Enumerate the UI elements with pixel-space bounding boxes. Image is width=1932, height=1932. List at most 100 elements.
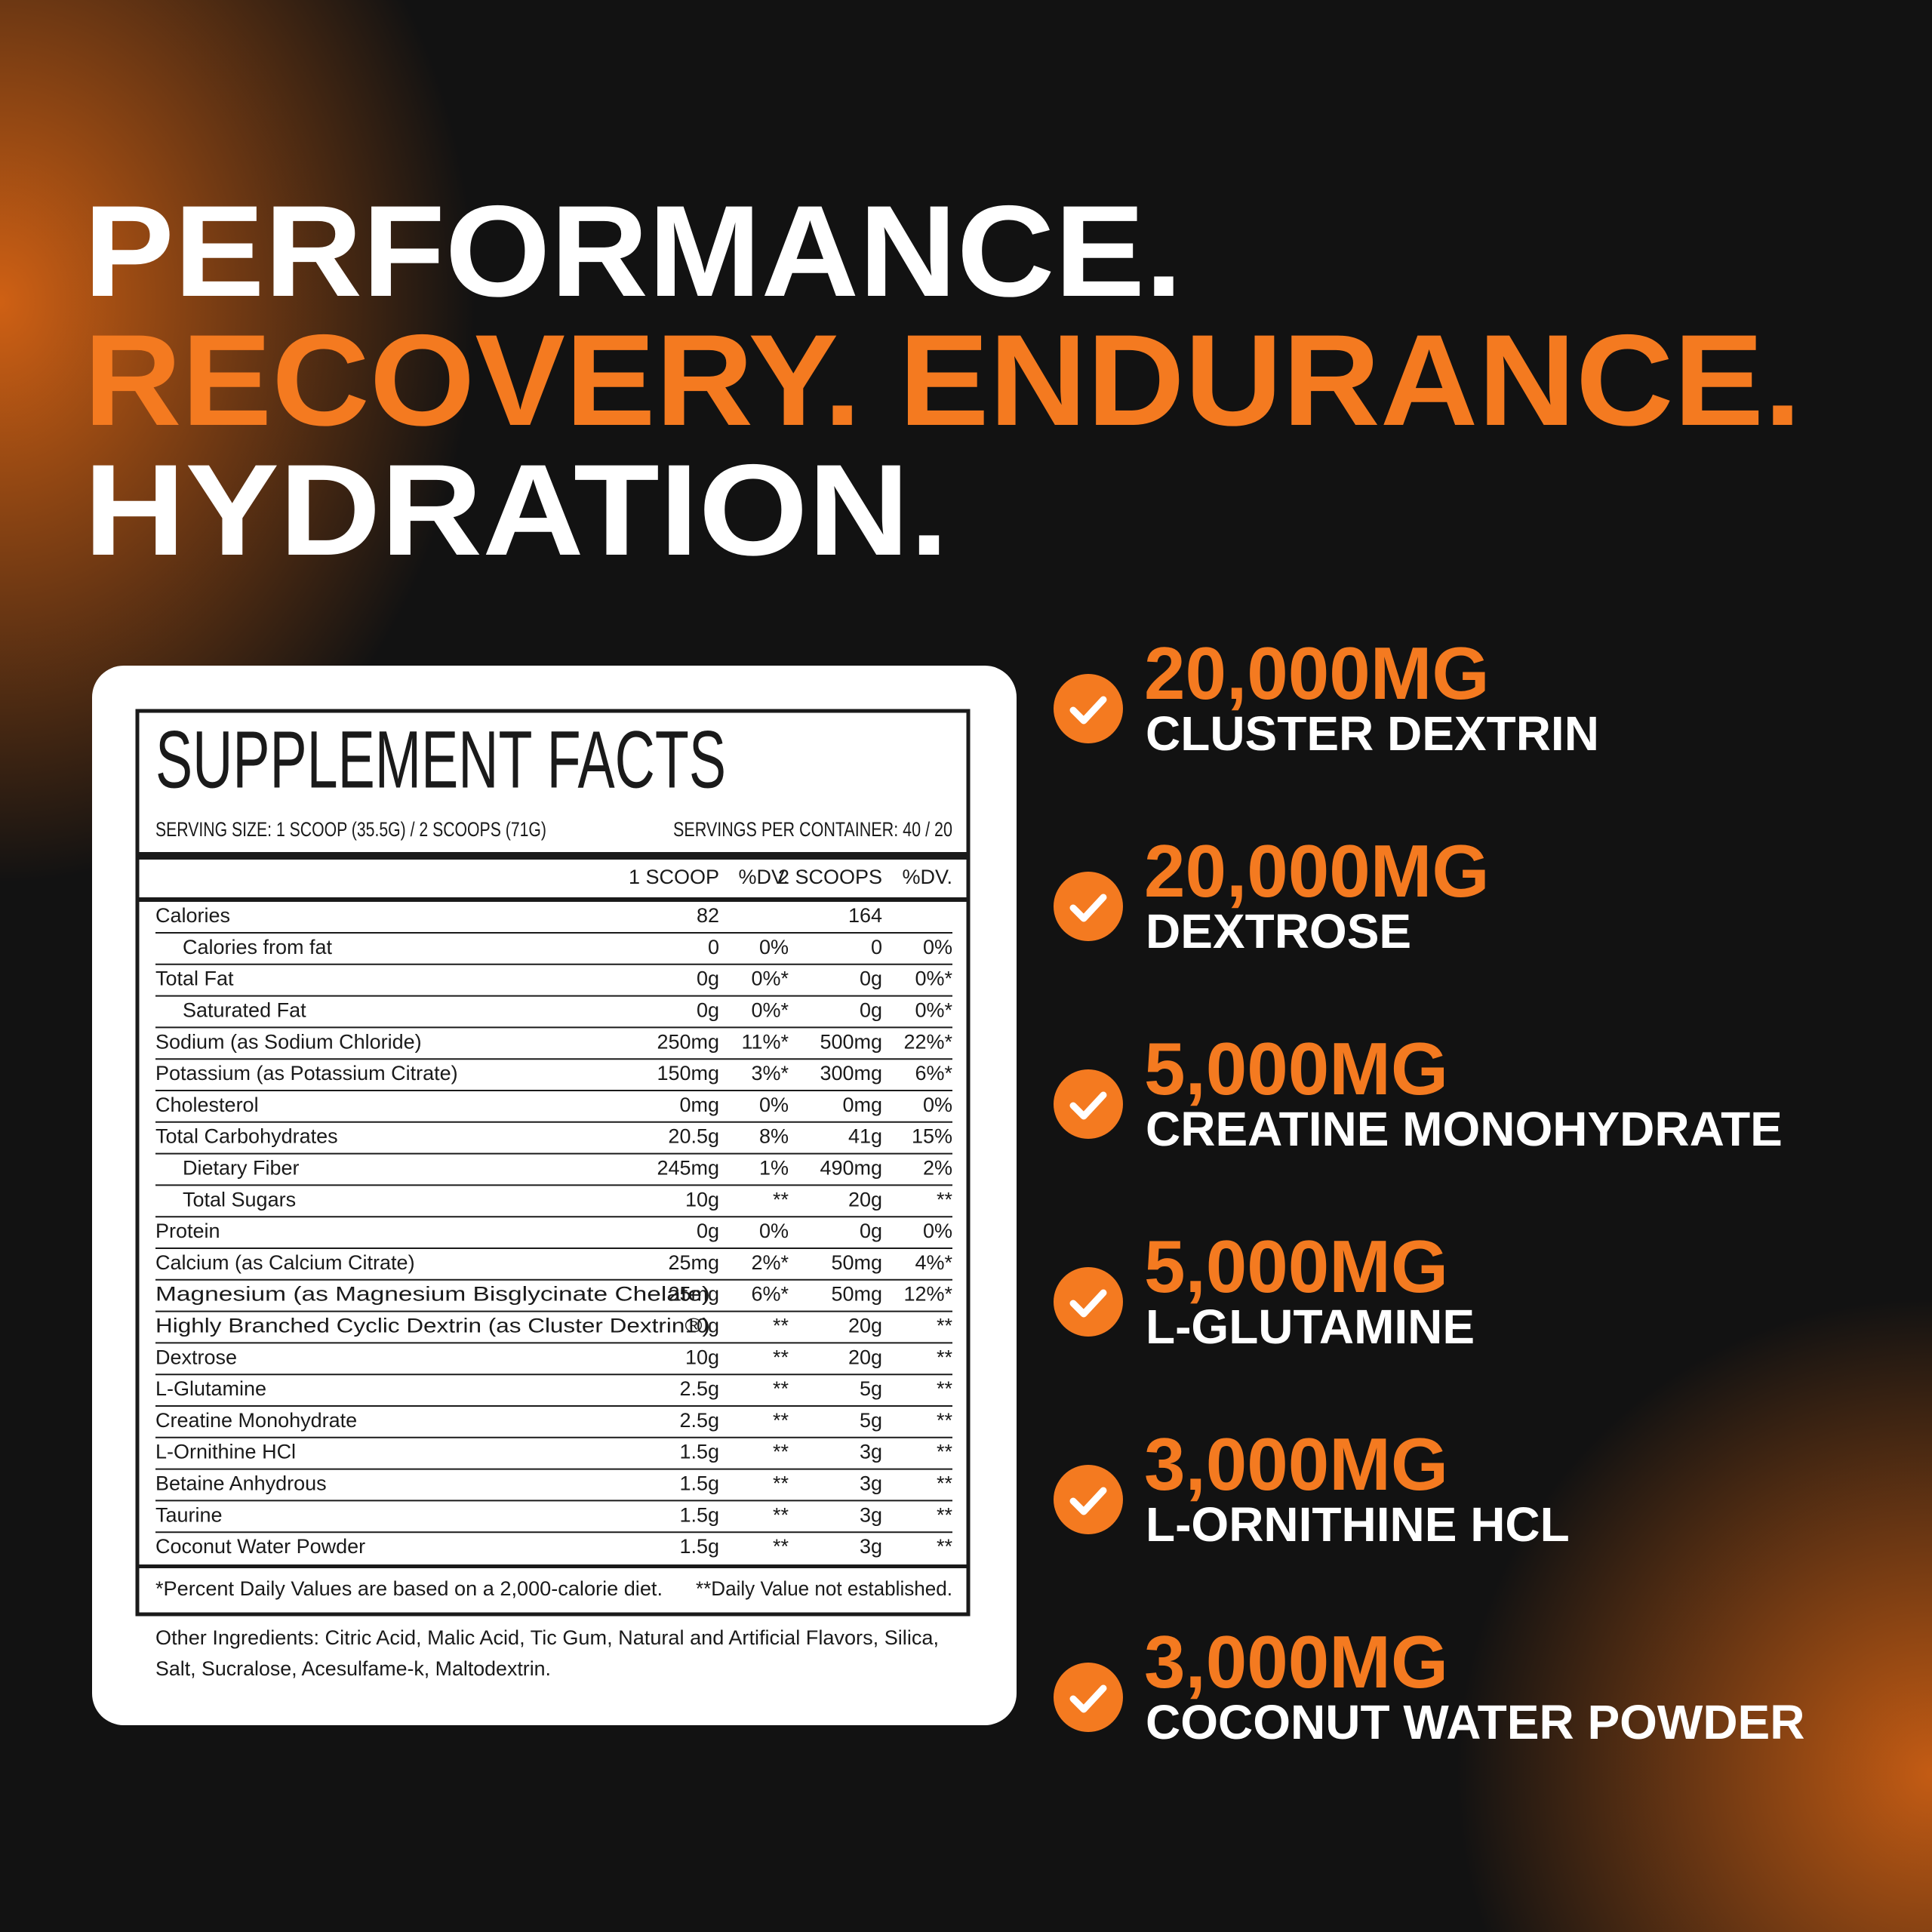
row-label: Calories from fat bbox=[183, 936, 333, 958]
row-value: ** bbox=[773, 1472, 789, 1495]
row-value: 6%* bbox=[915, 1062, 952, 1084]
row-value: 2.5g bbox=[679, 1377, 719, 1400]
row-value: 5g bbox=[860, 1409, 882, 1432]
row-value: 0% bbox=[759, 1094, 789, 1116]
facts-panel bbox=[92, 666, 1017, 1725]
row-label: Highly Branched Cyclic Dextrin (as Clust… bbox=[155, 1315, 710, 1337]
highlight-label: L-GLUTAMINE bbox=[1146, 1300, 1475, 1354]
row-value: ** bbox=[773, 1535, 789, 1558]
column-header: %DV. bbox=[902, 866, 952, 888]
row-value: 300mg bbox=[820, 1062, 882, 1084]
row-value: 3g bbox=[860, 1535, 882, 1558]
highlight-label: CLUSTER DEXTRIN bbox=[1146, 706, 1599, 761]
row-value: 20g bbox=[848, 1346, 882, 1368]
row-label: Creatine Monohydrate bbox=[155, 1409, 357, 1432]
row-value: 2.5g bbox=[679, 1409, 719, 1432]
row-value: 20g bbox=[848, 1188, 882, 1211]
row-label: Total Carbohydrates bbox=[155, 1125, 338, 1148]
row-value: 2%* bbox=[751, 1251, 789, 1274]
rule bbox=[137, 897, 968, 902]
row-value: 1% bbox=[759, 1157, 789, 1180]
row-value: ** bbox=[937, 1315, 953, 1337]
row-value: 0mg bbox=[842, 1094, 882, 1116]
highlight-label: DEXTROSE bbox=[1146, 904, 1411, 958]
row-value: 245mg bbox=[657, 1157, 719, 1180]
row-value: 3%* bbox=[751, 1062, 789, 1084]
servings-per-container: SERVINGS PER CONTAINER: 40 / 20 bbox=[673, 818, 952, 841]
row-value: 41g bbox=[848, 1125, 882, 1148]
row-value: 0g bbox=[697, 999, 719, 1022]
row-value: 10g bbox=[685, 1315, 719, 1337]
row-label: L-Ornithine HCl bbox=[155, 1441, 296, 1463]
rule bbox=[137, 852, 968, 860]
highlight-amount: 3,000MG bbox=[1144, 1423, 1448, 1506]
row-value: ** bbox=[773, 1315, 789, 1337]
check-mark bbox=[1069, 696, 1107, 724]
check-circle bbox=[1054, 1267, 1123, 1337]
row-value: ** bbox=[773, 1409, 789, 1432]
column-header: 1 SCOOP bbox=[629, 866, 719, 888]
row-value: ** bbox=[937, 1346, 953, 1368]
row-label: Dextrose bbox=[155, 1346, 237, 1368]
row-value: 50mg bbox=[831, 1283, 882, 1306]
row-value: ** bbox=[773, 1503, 789, 1526]
row-value: 500mg bbox=[820, 1030, 882, 1053]
row-value: ** bbox=[773, 1441, 789, 1463]
highlight-amount: 5,000MG bbox=[1144, 1027, 1448, 1110]
row-value: 0% bbox=[923, 936, 952, 958]
footnote: **Daily Value not established. bbox=[696, 1577, 952, 1600]
headline-line: HYDRATION. bbox=[84, 438, 949, 583]
row-value: ** bbox=[937, 1503, 953, 1526]
other-ingredients: Salt, Sucralose, Acesulfame-k, Maltodext… bbox=[155, 1657, 551, 1680]
row-value: ** bbox=[937, 1409, 953, 1432]
check-circle bbox=[1054, 674, 1123, 743]
row-value: ** bbox=[937, 1535, 953, 1558]
row-value: 3g bbox=[860, 1441, 882, 1463]
row-value: 0 bbox=[708, 936, 719, 958]
row-value: 25mg bbox=[668, 1251, 719, 1274]
row-value: 150mg bbox=[657, 1062, 719, 1084]
highlight-label: L-ORNITHINE HCL bbox=[1146, 1497, 1570, 1552]
check-circle bbox=[1054, 1465, 1123, 1534]
row-value: 490mg bbox=[820, 1157, 882, 1180]
row-value: 20g bbox=[848, 1315, 882, 1337]
row-label: Total Fat bbox=[155, 968, 234, 990]
serving-size: SERVING SIZE: 1 SCOOP (35.5G) / 2 SCOOPS… bbox=[155, 818, 546, 841]
row-value: 3g bbox=[860, 1472, 882, 1495]
row-label: Total Sugars bbox=[183, 1188, 296, 1211]
headline-line: PERFORMANCE. bbox=[84, 179, 1183, 324]
check-mark bbox=[1069, 894, 1107, 922]
row-value: ** bbox=[773, 1188, 789, 1211]
row-label: Protein bbox=[155, 1220, 220, 1242]
row-value: 25mg bbox=[668, 1283, 719, 1306]
row-value: 1.5g bbox=[679, 1472, 719, 1495]
row-value: 0%* bbox=[915, 999, 952, 1022]
check-circle bbox=[1054, 1663, 1123, 1732]
row-value: 10g bbox=[685, 1188, 719, 1211]
row-value: ** bbox=[937, 1472, 953, 1495]
row-label: Saturated Fat bbox=[183, 999, 306, 1022]
other-ingredients: Other Ingredients: Citric Acid, Malic Ac… bbox=[155, 1626, 939, 1649]
row-value: 0% bbox=[923, 1220, 952, 1242]
row-value: 10g bbox=[685, 1346, 719, 1368]
row-value: 12%* bbox=[903, 1283, 952, 1306]
row-value: 0g bbox=[860, 1220, 882, 1242]
row-value: 15% bbox=[912, 1125, 952, 1148]
row-value: ** bbox=[773, 1377, 789, 1400]
row-value: 0% bbox=[759, 936, 789, 958]
row-label: Taurine bbox=[155, 1503, 223, 1526]
row-value: 0%* bbox=[751, 968, 789, 990]
row-value: 11%* bbox=[741, 1030, 789, 1053]
highlight-label: CREATINE MONOHYDRATE bbox=[1146, 1102, 1783, 1156]
row-value: ** bbox=[937, 1377, 953, 1400]
column-header: 2 SCOOPS bbox=[778, 866, 882, 888]
row-value: 8% bbox=[759, 1125, 789, 1148]
row-value: 2% bbox=[923, 1157, 952, 1180]
row-value: 0g bbox=[697, 1220, 719, 1242]
row-value: 0%* bbox=[915, 968, 952, 990]
row-value: 1.5g bbox=[679, 1441, 719, 1463]
headline-line: RECOVERY. ENDURANCE. bbox=[84, 308, 1801, 453]
row-value: 0 bbox=[871, 936, 882, 958]
row-value: ** bbox=[937, 1188, 953, 1211]
row-value: ** bbox=[773, 1346, 789, 1368]
